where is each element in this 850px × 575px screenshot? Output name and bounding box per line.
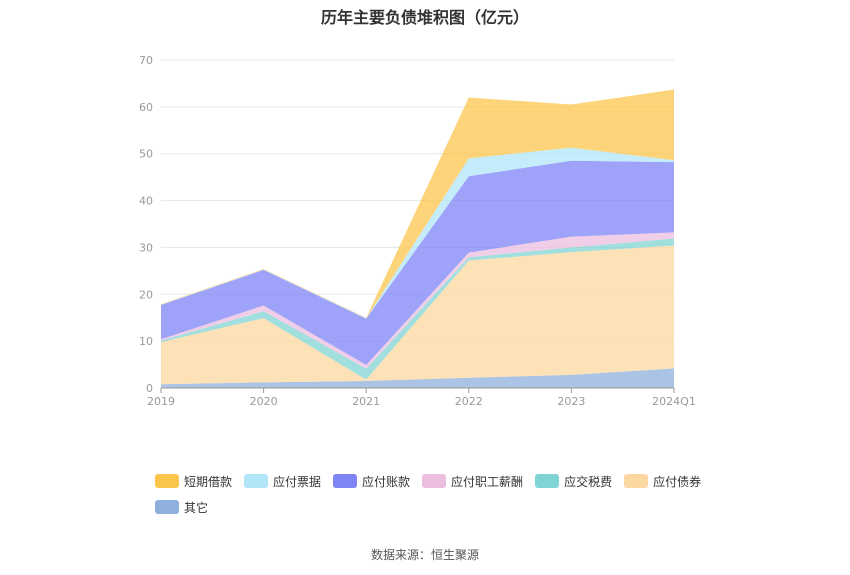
axes: 2019 2020 2021 2022 2023 2024Q1 [147, 387, 696, 408]
y-tick-label: 20 [139, 288, 153, 301]
y-tick-label: 30 [139, 241, 153, 254]
legend-label: 短期借款 [184, 474, 233, 489]
legend: 短期借款 应付票据 应付账款 应付职工薪酬 应交税费 应付债券其它 [155, 472, 715, 516]
x-tick-label: 2019 [147, 395, 175, 408]
legend-item[interactable]: 应付票据 [244, 472, 321, 490]
legend-swatch [155, 474, 179, 488]
x-tick-label: 2023 [557, 395, 585, 408]
legend-item[interactable]: 短期借款 [155, 472, 232, 490]
data-source-note: 数据来源：恒生聚源 [370, 548, 479, 562]
y-tick-label: 0 [146, 382, 153, 395]
legend-label: 应交税费 [564, 474, 613, 489]
area-series [161, 89, 674, 388]
area-短期借款 [161, 89, 674, 319]
legend-label: 应付票据 [273, 474, 322, 489]
area-应付债券 [161, 245, 674, 385]
legend-item[interactable]: 其它 [155, 498, 208, 516]
legend-label: 其它 [184, 500, 209, 515]
y-tick-label: 10 [139, 335, 153, 348]
y-tick-label: 40 [139, 195, 153, 208]
legend-item[interactable]: 应交税费 [535, 472, 612, 490]
area-应付账款 [161, 160, 674, 366]
y-tick-label: 70 [139, 54, 153, 67]
legend-swatch [333, 474, 358, 488]
legend-label: 应付职工薪酬 [451, 474, 524, 489]
legend-item[interactable]: 应付职工薪酬 [422, 472, 523, 490]
legend-swatch [155, 500, 179, 514]
legend-swatch [244, 474, 269, 488]
y-tick-label: 50 [139, 148, 153, 161]
x-tick-label: 2024Q1 [652, 395, 696, 408]
area-其它 [161, 368, 674, 388]
legend-label: 应付账款 [362, 474, 411, 489]
legend-item[interactable]: 应付账款 [333, 472, 410, 490]
y-tick-label: 60 [139, 101, 153, 114]
x-tick-label: 2021 [352, 395, 380, 408]
legend-swatch [535, 474, 560, 488]
x-tick-label: 2020 [250, 395, 278, 408]
legend-swatch [624, 474, 649, 488]
chart-title: 历年主要负债堆积图（亿元） [320, 8, 529, 27]
legend-label: 应付债券 [653, 474, 702, 489]
legend-swatch [422, 474, 447, 488]
legend-item[interactable]: 应付债券 [624, 472, 701, 490]
x-tick-label: 2022 [455, 395, 483, 408]
